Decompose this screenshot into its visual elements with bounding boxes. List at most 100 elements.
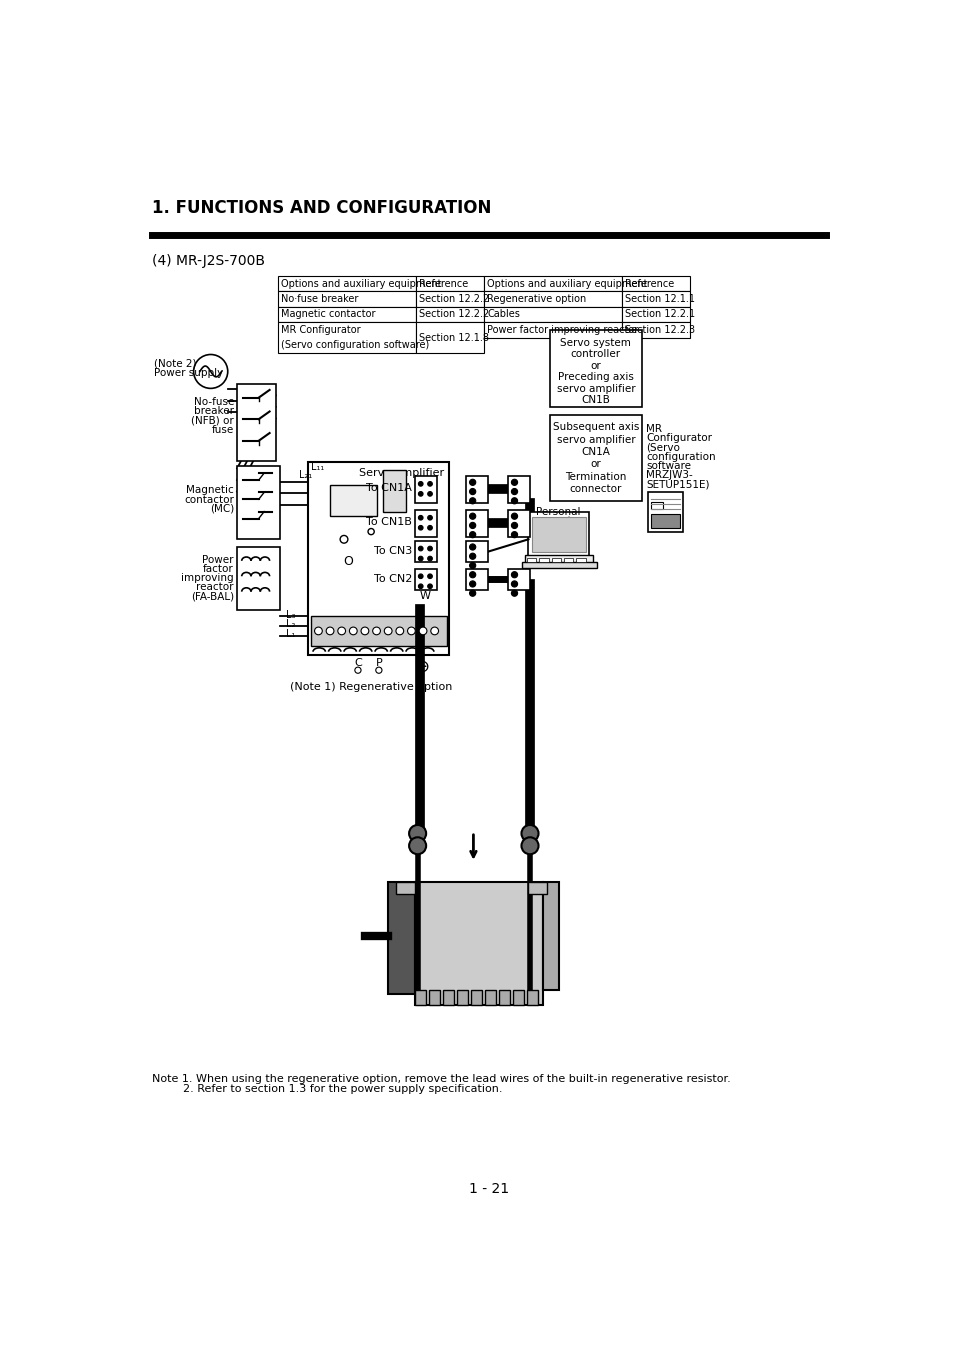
Text: Termination: Termination: [564, 471, 626, 482]
Text: configuration: configuration: [645, 451, 715, 462]
Bar: [526, 990, 537, 1006]
Text: CN1A: CN1A: [580, 447, 610, 456]
Bar: [415, 510, 436, 537]
Circle shape: [469, 563, 476, 568]
Bar: [484, 990, 496, 1006]
Circle shape: [469, 590, 476, 597]
Bar: [416, 306, 484, 323]
Text: (Note 1) Regenerative option: (Note 1) Regenerative option: [290, 682, 452, 691]
Circle shape: [337, 628, 345, 634]
Circle shape: [511, 522, 517, 528]
Text: Options and auxiliary equipment: Options and auxiliary equipment: [487, 279, 647, 289]
Bar: [484, 292, 621, 306]
Bar: [551, 558, 560, 563]
Circle shape: [427, 482, 432, 486]
Circle shape: [469, 479, 476, 486]
Bar: [388, 882, 415, 994]
Text: Section 12.2.1: Section 12.2.1: [624, 309, 695, 320]
Text: O: O: [342, 555, 353, 568]
Bar: [508, 510, 530, 537]
Text: Preceding axis: Preceding axis: [558, 373, 633, 382]
Text: CN1B: CN1B: [580, 396, 610, 405]
Bar: [278, 292, 416, 306]
Bar: [466, 510, 488, 537]
Bar: [395, 882, 415, 894]
Circle shape: [418, 482, 422, 486]
Circle shape: [395, 628, 403, 634]
Bar: [415, 477, 436, 504]
Text: To CN2: To CN2: [374, 574, 412, 583]
Bar: [524, 555, 592, 564]
Circle shape: [326, 628, 334, 634]
Bar: [647, 491, 682, 532]
Text: L₁: L₁: [286, 629, 294, 639]
Circle shape: [340, 536, 348, 543]
Bar: [650, 514, 679, 528]
Circle shape: [384, 628, 392, 634]
Circle shape: [511, 571, 517, 578]
Text: L₁₁: L₁₁: [311, 462, 324, 472]
Circle shape: [469, 489, 476, 494]
Text: improving: improving: [181, 574, 233, 583]
Text: servo amplifier: servo amplifier: [556, 435, 635, 444]
Circle shape: [407, 628, 415, 634]
Text: breaker: breaker: [193, 406, 233, 416]
Bar: [484, 323, 621, 338]
Text: W: W: [419, 591, 431, 601]
Bar: [531, 517, 585, 552]
Bar: [308, 462, 449, 655]
Text: controller: controller: [570, 350, 620, 359]
Text: 1 - 21: 1 - 21: [468, 1183, 509, 1196]
Circle shape: [511, 532, 517, 537]
Text: connector: connector: [569, 483, 621, 494]
Circle shape: [427, 516, 432, 520]
Circle shape: [355, 667, 360, 674]
Bar: [508, 477, 530, 504]
Bar: [416, 292, 484, 306]
Bar: [621, 275, 690, 292]
Bar: [484, 306, 621, 323]
Circle shape: [521, 825, 537, 842]
Text: Section 12.2.2: Section 12.2.2: [418, 309, 489, 320]
Text: To CN3: To CN3: [374, 545, 412, 556]
Bar: [538, 558, 548, 563]
Text: Regenerative option: Regenerative option: [487, 294, 586, 304]
Text: computer: computer: [532, 516, 582, 526]
Bar: [443, 990, 454, 1006]
Text: Power supply: Power supply: [154, 367, 223, 378]
Text: (Servo: (Servo: [645, 443, 679, 452]
Text: Power factor improving reactor: Power factor improving reactor: [487, 325, 638, 335]
Circle shape: [368, 528, 374, 535]
Bar: [621, 292, 690, 306]
Bar: [466, 568, 488, 590]
Text: (NFB) or: (NFB) or: [191, 416, 233, 425]
Bar: [416, 275, 484, 292]
Text: MRZJW3-: MRZJW3-: [645, 470, 692, 481]
Bar: [236, 466, 279, 539]
Text: (Note 2): (Note 2): [154, 358, 196, 369]
Text: Configurator: Configurator: [645, 433, 712, 443]
Text: Reference: Reference: [418, 279, 468, 289]
Circle shape: [418, 525, 422, 531]
Circle shape: [427, 491, 432, 497]
Bar: [415, 990, 426, 1006]
Text: Reference: Reference: [624, 279, 674, 289]
Bar: [484, 275, 621, 292]
Text: L₃: L₃: [286, 610, 295, 620]
Text: L₂: L₂: [286, 620, 294, 629]
Text: Servo system: Servo system: [559, 338, 631, 347]
Circle shape: [511, 479, 517, 486]
Bar: [527, 882, 546, 894]
Circle shape: [427, 585, 432, 589]
Text: To CN1A: To CN1A: [366, 483, 412, 494]
Bar: [236, 547, 279, 610]
Circle shape: [409, 837, 426, 855]
Text: U: U: [419, 572, 428, 583]
Bar: [278, 275, 416, 292]
Bar: [429, 990, 439, 1006]
Bar: [415, 882, 542, 1006]
Circle shape: [469, 532, 476, 537]
Circle shape: [427, 547, 432, 551]
Bar: [508, 568, 530, 590]
Bar: [416, 323, 484, 352]
